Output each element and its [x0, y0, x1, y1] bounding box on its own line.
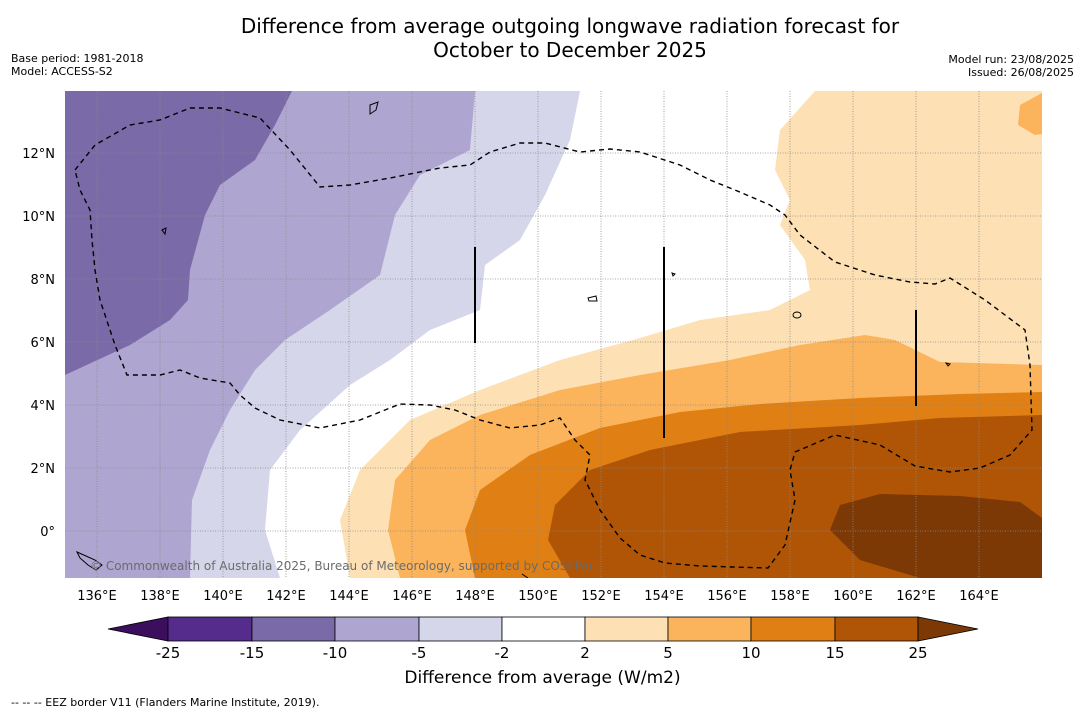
issued-date: Issued: 26/08/2025 [967, 66, 1074, 79]
anomaly-area-5-corner [1018, 93, 1042, 135]
marker-lines [474, 247, 917, 438]
y-tick: 8°N [31, 273, 56, 288]
colorbar-label: 5 [663, 644, 673, 662]
colorbar-label: 25 [908, 644, 927, 662]
colorbar [107, 616, 979, 642]
colorbar-label: 15 [825, 644, 844, 662]
x-tick: 160°E [833, 589, 873, 604]
base-info: Base period: 1981-2018 Model: ACCESS-S2 [11, 52, 143, 78]
y-axis-labels: 12°N 10°N 8°N 6°N 4°N 2°N 0° [22, 147, 55, 540]
colorbar-bin [667, 616, 752, 642]
y-tick: 6°N [31, 336, 56, 351]
colorbar-high-extension [917, 616, 979, 642]
colorbar-bin [334, 616, 420, 642]
x-tick: 138°E [140, 589, 180, 604]
x-tick: 158°E [770, 589, 810, 604]
colorbar-label: 2 [580, 644, 590, 662]
title-line-1: Difference from average outgoing longwav… [240, 14, 900, 38]
eez-legend-note: -- -- -- EEZ border V11 (Flanders Marine… [11, 696, 320, 709]
x-tick: 144°E [329, 589, 369, 604]
x-tick: 156°E [707, 589, 747, 604]
colorbar-label: -15 [240, 644, 265, 662]
colorbar-bin [750, 616, 836, 642]
colorbar-label: 10 [741, 644, 760, 662]
colorbar-label: -5 [412, 644, 427, 662]
y-tick: 4°N [31, 399, 56, 414]
y-tick: 12°N [22, 147, 55, 162]
colorbar-title: Difference from average (W/m2) [404, 668, 681, 688]
colorbar-label: -2 [495, 644, 510, 662]
copyright-text: © Commonwealth of Australia 2025, Bureau… [90, 559, 595, 573]
x-tick: 162°E [896, 589, 936, 604]
colorbar-bin [418, 616, 503, 642]
y-tick: 2°N [31, 462, 56, 477]
x-tick: 148°E [455, 589, 495, 604]
eez-border [74, 107, 1033, 569]
x-tick: 154°E [644, 589, 684, 604]
colorbar-label: -10 [323, 644, 348, 662]
run-info: Model run: 23/08/2025 Issued: 26/08/2025 [948, 53, 1074, 79]
colorbar-label: -25 [156, 644, 181, 662]
colorbar-bin [251, 616, 336, 642]
colorbar-bin [834, 616, 919, 642]
latitude-gridlines [65, 152, 1042, 532]
title-line-2: October to December 2025 [433, 38, 707, 62]
x-tick: 146°E [392, 589, 432, 604]
x-axis-labels: 136°E 138°E 140°E 142°E 144°E 146°E 148°… [77, 589, 999, 604]
island-outlines [75, 101, 951, 578]
model-name: Model: ACCESS-S2 [11, 65, 113, 78]
colorbar-low-extension [107, 616, 169, 642]
x-tick: 164°E [959, 589, 999, 604]
anomaly-area-25 [830, 494, 1042, 578]
map-area: © Commonwealth of Australia 2025, Bureau… [65, 91, 1042, 578]
x-tick: 150°E [518, 589, 558, 604]
y-tick: 0° [40, 525, 55, 540]
base-period: Base period: 1981-2018 [11, 52, 144, 65]
model-run: Model run: 23/08/2025 [948, 53, 1074, 66]
colorbar-bin [584, 616, 669, 642]
anomaly-area-minus-10 [65, 91, 292, 375]
x-tick: 140°E [203, 589, 243, 604]
x-tick: 152°E [581, 589, 621, 604]
y-tick: 10°N [22, 210, 55, 225]
colorbar-labels: -25 -15 -10 -5 -2 2 5 10 15 25 [156, 644, 928, 662]
x-tick: 136°E [77, 589, 117, 604]
colorbar-bin [167, 616, 253, 642]
colorbar-bin [501, 616, 586, 642]
chart-title: Difference from average outgoing longwav… [0, 14, 1085, 62]
x-tick: 142°E [266, 589, 306, 604]
